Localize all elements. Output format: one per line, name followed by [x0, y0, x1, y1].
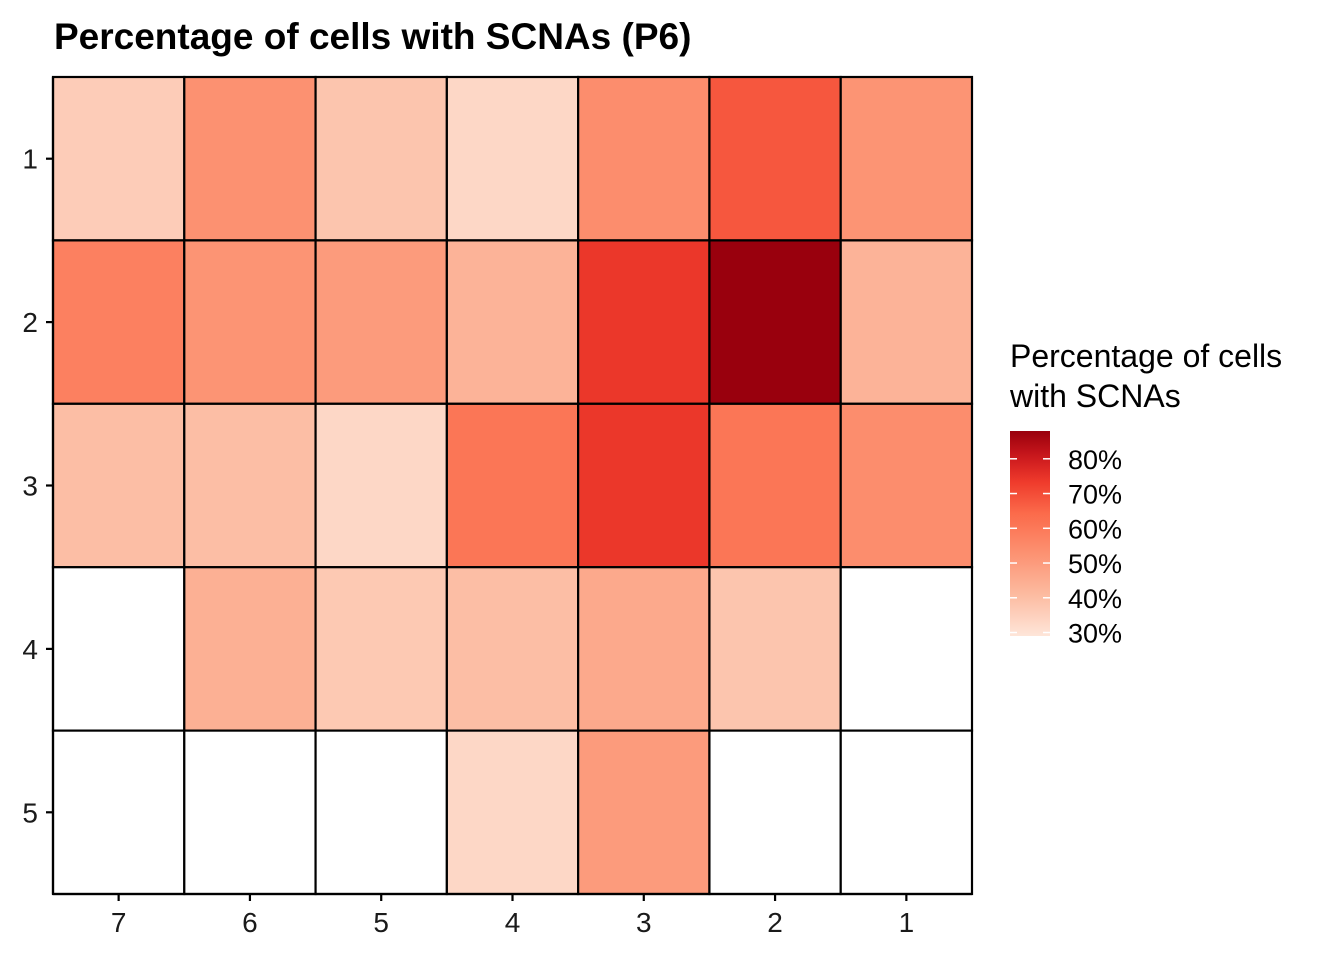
heatmap-cell [708, 729, 842, 896]
heatmap-cell [839, 729, 974, 896]
heatmap-cell [839, 402, 974, 569]
heatmap-cell [445, 239, 580, 405]
heatmap-cell [577, 239, 711, 405]
heatmap-cell [445, 566, 580, 732]
heatmap-cell [183, 729, 317, 896]
legend-tick-label: 40% [1068, 584, 1122, 614]
y-tick-label: 3 [22, 471, 38, 502]
heatmap-cell [183, 402, 317, 569]
x-tick-label: 1 [899, 907, 915, 938]
heatmap-cell [314, 239, 448, 405]
heatmap-cell [708, 239, 842, 405]
heatmap-cells [51, 75, 974, 896]
heatmap-cell [577, 729, 711, 896]
heatmap-cell [51, 75, 186, 242]
legend-tick-label: 80% [1068, 445, 1122, 475]
heatmap-cell [314, 566, 448, 732]
x-tick-label: 3 [636, 907, 652, 938]
heatmap-cell [183, 239, 317, 405]
heatmap-cell [577, 75, 711, 242]
y-tick-label: 4 [22, 634, 38, 665]
legend-title-line-1: Percentage of cells [1010, 338, 1282, 374]
heatmap-cell [445, 729, 580, 896]
legend-color-bar [1010, 431, 1050, 636]
heatmap-cell [51, 402, 186, 569]
legend-tick-label: 50% [1068, 549, 1122, 579]
heatmap-cell [708, 75, 842, 242]
x-tick-label: 4 [505, 907, 521, 938]
chart-title: Percentage of cells with SCNAs (P6) [54, 16, 691, 57]
heatmap-cell [314, 402, 448, 569]
heatmap-cell [51, 729, 186, 896]
color-legend: Percentage of cells with SCNAs 80% 70% 60%… [1009, 338, 1282, 649]
heatmap-cell [314, 729, 448, 896]
y-tick-label: 5 [22, 797, 38, 828]
heatmap-cell [708, 566, 842, 732]
x-tick-label: 7 [111, 907, 127, 938]
heatmap-cell [839, 239, 974, 405]
legend-title-line-2: with SCNAs [1009, 378, 1181, 414]
heatmap-cell [445, 75, 580, 242]
heatmap-cell [314, 75, 448, 242]
heatmap-cell [839, 75, 974, 242]
heatmap-cell [183, 566, 317, 732]
heatmap-cell [577, 566, 711, 732]
heatmap-cell [51, 566, 186, 732]
x-tick-label: 6 [242, 907, 258, 938]
legend-tick-label: 70% [1068, 480, 1122, 510]
heatmap-cell [577, 402, 711, 569]
heatmap-cell [445, 402, 580, 569]
heatmap-cell [708, 402, 842, 569]
heatmap-cell [51, 239, 186, 405]
legend-tick-label: 60% [1068, 514, 1122, 544]
heatmap-cell [183, 75, 317, 242]
x-tick-label: 2 [767, 907, 783, 938]
x-tick-label: 5 [373, 907, 389, 938]
legend-tick-label: 30% [1068, 619, 1122, 649]
legend-ticks: 80% 70% 60% 50% 40% 30% [1010, 445, 1122, 649]
y-tick-label: 2 [22, 307, 38, 338]
y-tick-label: 1 [22, 144, 38, 175]
axes: 1 2 3 4 5 7 6 5 4 3 2 1 [22, 77, 972, 938]
heatmap-cell [839, 566, 974, 732]
